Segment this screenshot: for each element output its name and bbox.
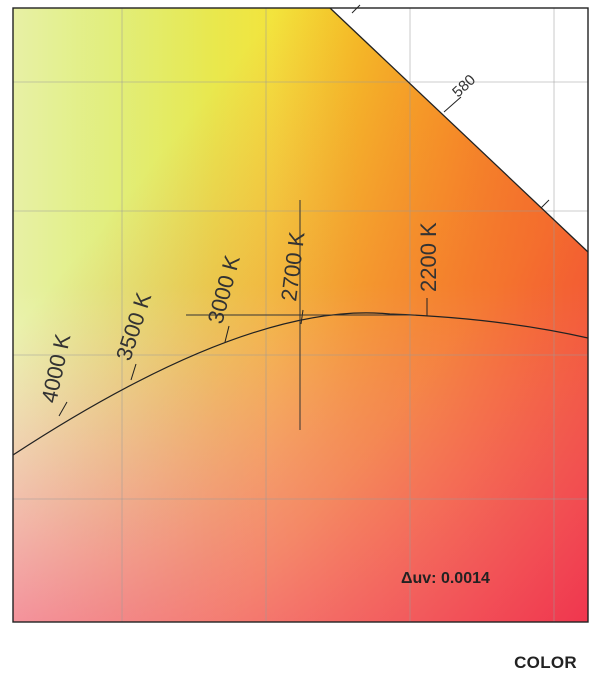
footer-color-label: COLOR [514,653,577,672]
planckian-locus [13,312,588,456]
cct-label-2200k: 2200 K [416,222,441,292]
spectral-locus-tick [351,4,361,14]
chromaticity-diagram: 580 4000 K 3500 K 3000 K 2700 K 2200 K Δ… [12,4,589,623]
cct-ticks [58,298,428,417]
delta-uv-label: Δuv: 0.0014 [401,570,490,587]
measurement-crosshair [186,200,416,430]
spectral-locus [329,7,589,253]
spectral-locus-tick-580 [443,96,462,113]
plot-frame [12,7,589,623]
spectral-locus-tick [540,199,550,209]
